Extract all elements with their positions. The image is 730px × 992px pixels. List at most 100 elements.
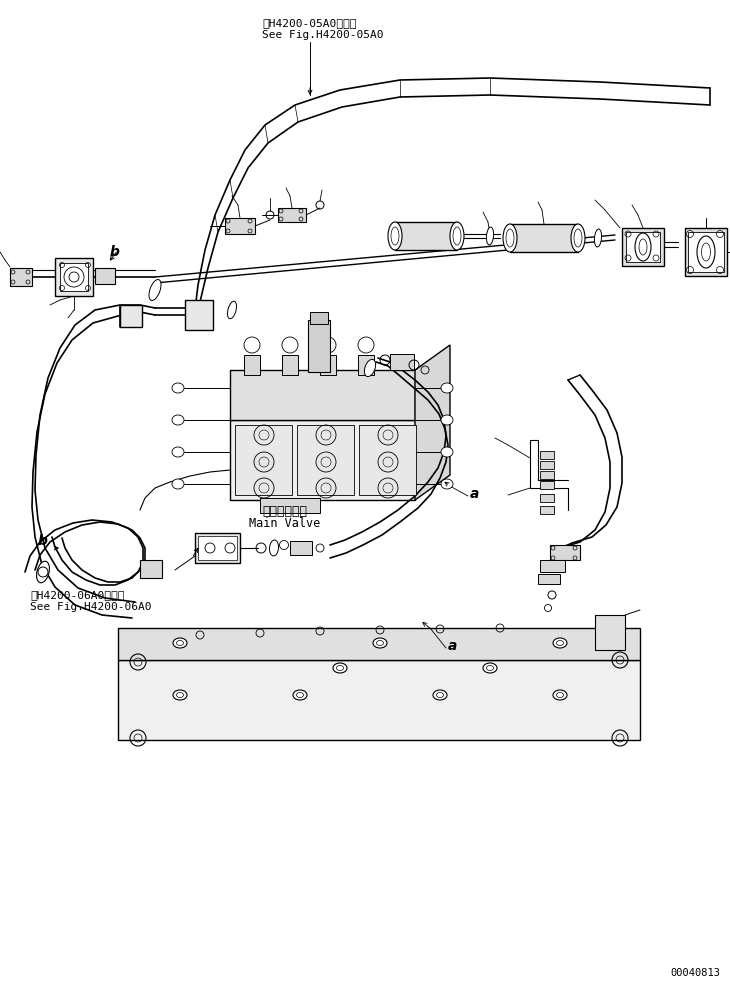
- Ellipse shape: [293, 690, 307, 700]
- Bar: [510, 224, 578, 252]
- Bar: [278, 208, 306, 222]
- Ellipse shape: [483, 663, 497, 673]
- Polygon shape: [118, 628, 640, 660]
- Ellipse shape: [594, 229, 602, 247]
- Ellipse shape: [556, 641, 564, 646]
- Ellipse shape: [172, 479, 184, 489]
- Ellipse shape: [441, 479, 453, 489]
- Text: a: a: [470, 487, 480, 501]
- Ellipse shape: [364, 359, 376, 377]
- Ellipse shape: [574, 229, 582, 247]
- Ellipse shape: [172, 415, 184, 425]
- Bar: [10, 268, 32, 286]
- Bar: [685, 228, 727, 276]
- Ellipse shape: [391, 227, 399, 245]
- Polygon shape: [415, 345, 450, 500]
- Bar: [540, 461, 554, 469]
- Ellipse shape: [149, 280, 161, 301]
- Ellipse shape: [639, 239, 647, 255]
- Bar: [140, 560, 162, 578]
- Polygon shape: [118, 660, 640, 740]
- Bar: [195, 533, 240, 563]
- Bar: [358, 355, 374, 375]
- Bar: [55, 258, 93, 296]
- Polygon shape: [230, 370, 415, 420]
- Bar: [626, 232, 660, 262]
- Text: See Fig.H4200-06A0: See Fig.H4200-06A0: [30, 602, 152, 612]
- Ellipse shape: [486, 666, 493, 671]
- Ellipse shape: [553, 638, 567, 648]
- Bar: [540, 560, 565, 572]
- Ellipse shape: [553, 690, 567, 700]
- Bar: [540, 494, 554, 502]
- Bar: [595, 615, 625, 650]
- Ellipse shape: [441, 415, 453, 425]
- Text: メインバルブ: メインバルブ: [263, 505, 307, 518]
- Bar: [540, 506, 554, 514]
- Bar: [320, 355, 336, 375]
- Ellipse shape: [702, 243, 710, 261]
- Bar: [290, 541, 312, 555]
- Ellipse shape: [269, 540, 279, 556]
- Bar: [225, 218, 255, 234]
- Ellipse shape: [441, 383, 453, 393]
- Text: b: b: [38, 534, 48, 548]
- Ellipse shape: [373, 638, 387, 648]
- Bar: [120, 305, 142, 327]
- Bar: [688, 232, 724, 272]
- Ellipse shape: [377, 641, 383, 646]
- Text: 00040813: 00040813: [670, 968, 720, 978]
- Ellipse shape: [172, 447, 184, 457]
- Bar: [540, 481, 554, 489]
- Ellipse shape: [571, 224, 585, 252]
- Ellipse shape: [635, 233, 651, 261]
- Ellipse shape: [337, 666, 344, 671]
- Ellipse shape: [556, 692, 564, 697]
- Bar: [538, 574, 560, 584]
- Bar: [185, 300, 213, 330]
- Ellipse shape: [333, 663, 347, 673]
- Bar: [540, 471, 554, 479]
- Ellipse shape: [177, 641, 183, 646]
- Ellipse shape: [173, 690, 187, 700]
- Ellipse shape: [433, 690, 447, 700]
- Text: a: a: [448, 639, 458, 653]
- Bar: [550, 545, 580, 560]
- Bar: [390, 354, 414, 370]
- Ellipse shape: [441, 447, 453, 457]
- Bar: [622, 228, 664, 266]
- Bar: [260, 498, 320, 513]
- Ellipse shape: [450, 222, 464, 250]
- Ellipse shape: [388, 222, 402, 250]
- Ellipse shape: [173, 638, 187, 648]
- Text: 第H4200-06A0図参照: 第H4200-06A0図参照: [30, 590, 125, 600]
- Bar: [308, 320, 330, 372]
- Ellipse shape: [228, 302, 237, 318]
- Text: Main Valve: Main Valve: [250, 517, 320, 530]
- Ellipse shape: [172, 383, 184, 393]
- Ellipse shape: [486, 227, 493, 245]
- Ellipse shape: [506, 229, 514, 247]
- Ellipse shape: [503, 224, 517, 252]
- Text: 第H4200-05A0図参照: 第H4200-05A0図参照: [262, 18, 356, 28]
- Text: See Fig.H4200-05A0: See Fig.H4200-05A0: [262, 30, 383, 40]
- Bar: [244, 355, 260, 375]
- Ellipse shape: [453, 227, 461, 245]
- Ellipse shape: [697, 236, 715, 268]
- Bar: [235, 425, 292, 495]
- Bar: [395, 222, 457, 250]
- Text: b: b: [110, 245, 120, 259]
- Bar: [359, 425, 416, 495]
- Bar: [297, 425, 354, 495]
- Bar: [310, 312, 328, 324]
- Ellipse shape: [296, 692, 304, 697]
- Bar: [540, 451, 554, 459]
- Bar: [198, 536, 237, 560]
- Bar: [60, 263, 88, 291]
- Ellipse shape: [36, 561, 50, 582]
- Bar: [95, 268, 115, 284]
- Ellipse shape: [177, 692, 183, 697]
- Ellipse shape: [437, 692, 444, 697]
- Bar: [282, 355, 298, 375]
- Polygon shape: [230, 420, 415, 500]
